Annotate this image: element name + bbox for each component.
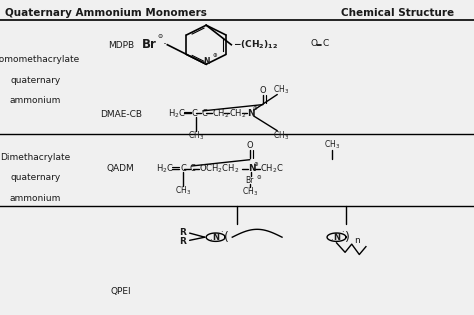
Text: ⊕: ⊕ bbox=[254, 162, 258, 167]
Text: $\mathbf{-(CH_2)_{12}}$: $\mathbf{-(CH_2)_{12}}$ bbox=[233, 38, 278, 51]
Text: CH$_3$: CH$_3$ bbox=[242, 186, 258, 198]
Text: C: C bbox=[201, 109, 207, 118]
Text: H$_2$C: H$_2$C bbox=[156, 162, 174, 175]
Text: ammonium: ammonium bbox=[10, 96, 61, 105]
Text: (: ( bbox=[224, 231, 228, 244]
Text: CH$_3$: CH$_3$ bbox=[324, 139, 340, 151]
Text: CH$_3$: CH$_3$ bbox=[175, 185, 191, 198]
Text: Chemical Structure: Chemical Structure bbox=[341, 8, 455, 18]
Text: ⊕: ⊕ bbox=[252, 106, 257, 112]
Text: $\mathbf{Br}$: $\mathbf{Br}$ bbox=[141, 38, 158, 51]
Text: N: N bbox=[248, 164, 255, 173]
Text: ·: · bbox=[220, 229, 223, 238]
Text: C: C bbox=[322, 39, 328, 48]
Text: N: N bbox=[333, 233, 340, 242]
Text: Quaternary Ammonium Monomers: Quaternary Ammonium Monomers bbox=[5, 8, 207, 18]
Text: H$_2$C: H$_2$C bbox=[168, 107, 186, 120]
Text: CH$_3$: CH$_3$ bbox=[273, 83, 289, 96]
Text: C: C bbox=[180, 164, 186, 173]
Text: ⊕: ⊕ bbox=[212, 53, 217, 58]
Text: C: C bbox=[190, 164, 195, 173]
Text: CH$_2$C: CH$_2$C bbox=[260, 162, 283, 175]
Text: R: R bbox=[179, 237, 186, 246]
Text: ⊖: ⊖ bbox=[256, 175, 261, 180]
Text: ·: · bbox=[210, 236, 212, 245]
Text: C: C bbox=[192, 109, 198, 118]
Text: quaternary: quaternary bbox=[10, 174, 61, 182]
Text: CH$_2$: CH$_2$ bbox=[229, 107, 247, 120]
Text: quaternary: quaternary bbox=[10, 76, 61, 85]
Text: O: O bbox=[246, 141, 253, 150]
Text: O: O bbox=[310, 39, 318, 48]
Text: ): ) bbox=[345, 231, 350, 244]
Text: QPEI: QPEI bbox=[110, 287, 131, 296]
Text: N: N bbox=[212, 233, 219, 242]
Text: ·: · bbox=[341, 229, 344, 238]
Text: N: N bbox=[203, 57, 210, 66]
Text: MDPB: MDPB bbox=[108, 41, 134, 50]
Text: Momomethacrylate: Momomethacrylate bbox=[0, 55, 80, 64]
Text: OCH$_2$CH$_2$: OCH$_2$CH$_2$ bbox=[199, 162, 239, 175]
Text: n: n bbox=[355, 237, 360, 245]
Text: CH$_2$: CH$_2$ bbox=[212, 107, 229, 120]
Text: R: R bbox=[179, 228, 186, 237]
Text: Br: Br bbox=[246, 176, 254, 185]
Text: QADM: QADM bbox=[107, 164, 135, 173]
Text: CH$_3$: CH$_3$ bbox=[273, 129, 289, 142]
Text: O: O bbox=[260, 86, 266, 95]
Text: Dimethacrylate: Dimethacrylate bbox=[0, 153, 71, 162]
Text: ·: · bbox=[330, 236, 333, 245]
Text: CH$_3$: CH$_3$ bbox=[188, 130, 204, 142]
Text: ammonium: ammonium bbox=[10, 194, 61, 203]
Text: N: N bbox=[247, 109, 255, 118]
Text: DMAE-CB: DMAE-CB bbox=[100, 111, 142, 119]
Text: ⊖: ⊖ bbox=[157, 34, 163, 39]
Text: ·: · bbox=[163, 38, 167, 51]
